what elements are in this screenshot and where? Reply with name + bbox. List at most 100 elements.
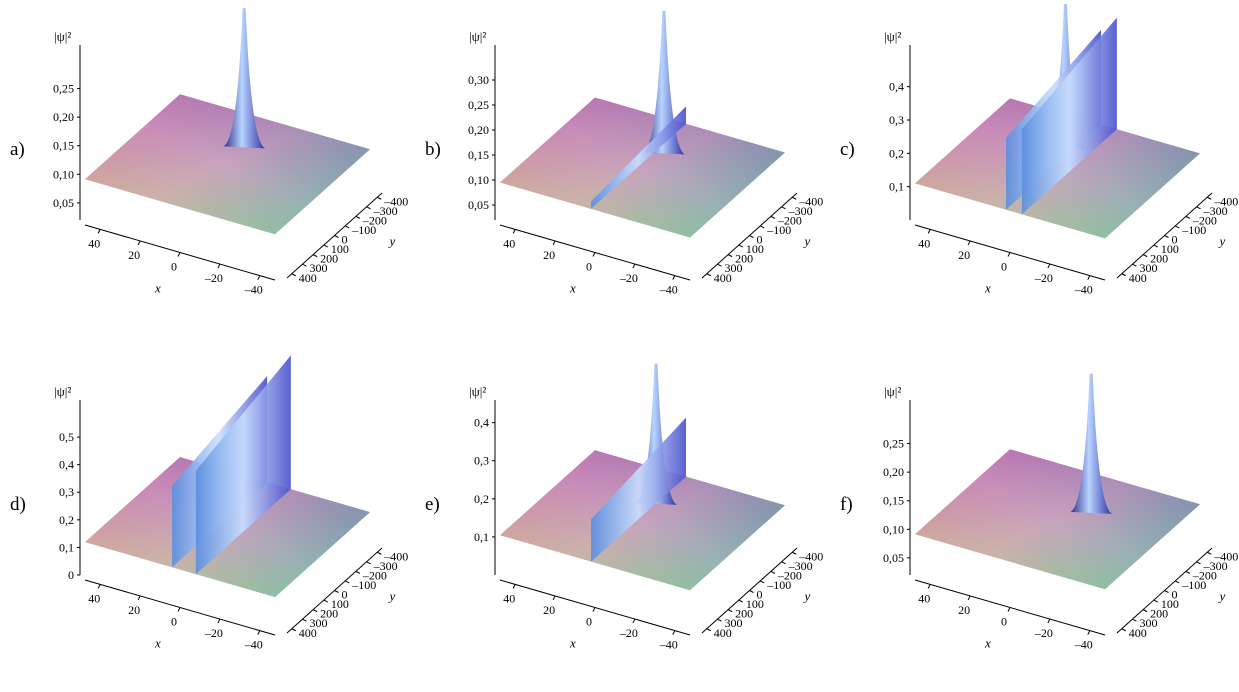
x-tick-label: 40 — [88, 236, 100, 250]
y-tick-label: –100 — [766, 578, 791, 592]
x-axis-title: x — [154, 636, 161, 651]
surface-shading — [500, 450, 785, 591]
y-tick-label: –100 — [1181, 578, 1206, 592]
y-tick-mark — [1153, 244, 1159, 248]
y-tick-label: 0 — [342, 233, 348, 247]
y-tick-mark — [1174, 225, 1180, 229]
y-tick-label: 100 — [746, 597, 764, 611]
x-tick-mark — [512, 229, 516, 234]
x-tick-label: 0 — [1001, 615, 1007, 629]
y-tick-label: –400 — [1213, 194, 1238, 208]
x-tick-label: 20 — [543, 603, 555, 617]
x-tick-mark — [552, 595, 556, 601]
z-axis-title: |ψ|² — [469, 384, 486, 399]
x-tick-label: 40 — [918, 591, 930, 605]
z-tick-label: 0,25 — [883, 437, 904, 451]
y-tick-mark — [738, 244, 744, 248]
y-tick-mark — [717, 263, 722, 267]
y-tick-mark — [1207, 196, 1212, 200]
y-tick-label: 200 — [1150, 607, 1168, 621]
y-tick-mark — [291, 273, 296, 277]
y-tick-mark — [366, 206, 371, 210]
y-tick-mark — [1164, 590, 1169, 593]
x-tick-mark — [97, 229, 101, 234]
y-tick-mark — [1196, 206, 1201, 210]
y-tick-mark — [377, 551, 382, 555]
z-tick-label: 0,2 — [889, 146, 904, 160]
y-tick-mark — [312, 254, 318, 258]
z-tick-label: 0,2 — [59, 513, 74, 527]
x-axis-title: x — [984, 281, 991, 296]
y-tick-mark — [377, 196, 382, 200]
x-axis-title: x — [569, 636, 576, 651]
y-tick-label: 100 — [1161, 597, 1179, 611]
y-tick-mark — [1153, 599, 1159, 603]
panel-f: 0,050,100,150,200,25|ψ|²40200–20–40x–400… — [840, 373, 1238, 652]
y-axis-title: y — [803, 234, 811, 249]
y-tick-mark — [1132, 618, 1137, 622]
y-tick-mark — [1185, 215, 1191, 219]
y-tick-mark — [355, 215, 361, 219]
z-tick-label: 0,1 — [59, 540, 74, 554]
y-tick-mark — [781, 561, 786, 565]
y-tick-label: 400 — [714, 271, 732, 285]
y-tick-label: –300 — [373, 204, 398, 218]
y-tick-mark — [759, 580, 765, 584]
y-tick-mark — [792, 196, 797, 200]
x-tick-label: –40 — [1074, 638, 1093, 652]
y-tick-label: 200 — [1150, 252, 1168, 266]
z-tick-label: 0,10 — [883, 522, 904, 536]
y-tick-mark — [1121, 273, 1126, 277]
x-tick-mark — [632, 263, 636, 269]
x-tick-mark — [967, 240, 971, 246]
x-tick-mark — [1007, 607, 1011, 612]
z-tick-label: 0,25 — [53, 82, 74, 96]
panel-label: e) — [425, 494, 440, 515]
y-tick-mark — [749, 590, 754, 593]
y-tick-label: –300 — [373, 559, 398, 573]
y-tick-mark — [302, 618, 307, 622]
y-tick-mark — [1196, 561, 1201, 565]
x-tick-mark — [1047, 618, 1051, 624]
y-tick-mark — [706, 273, 711, 277]
y-tick-mark — [1142, 609, 1148, 613]
y-tick-label: 400 — [714, 626, 732, 640]
panel-label: f) — [840, 494, 853, 515]
y-tick-mark — [1185, 570, 1191, 574]
panel-label: a) — [10, 139, 25, 160]
panel-label: b) — [425, 139, 441, 160]
x-tick-label: 20 — [958, 603, 970, 617]
x-tick-label: 20 — [128, 603, 140, 617]
x-tick-mark — [177, 252, 181, 257]
y-tick-mark — [792, 551, 797, 555]
z-tick-label: 0,10 — [468, 173, 489, 187]
y-tick-label: 0 — [757, 588, 763, 602]
x-tick-label: –20 — [204, 271, 223, 285]
z-tick-label: 0 — [68, 568, 74, 582]
x-tick-label: –40 — [659, 638, 678, 652]
x-tick-mark — [592, 607, 596, 612]
x-tick-mark — [1007, 252, 1011, 257]
x-tick-mark — [1087, 630, 1091, 635]
y-tick-mark — [770, 215, 776, 219]
line-soliton-wall — [591, 417, 687, 562]
y-tick-label: –200 — [777, 213, 802, 227]
line-soliton-wall — [195, 355, 291, 575]
lump-peak — [634, 363, 677, 505]
x-tick-label: 0 — [171, 260, 177, 274]
x-tick-mark — [632, 618, 636, 624]
z-tick-label: 0,15 — [468, 148, 489, 162]
x-tick-label: 0 — [586, 260, 592, 274]
y-tick-label: –100 — [351, 223, 376, 237]
x-tick-label: –20 — [619, 271, 638, 285]
z-tick-label: 0,3 — [889, 113, 904, 127]
x-tick-label: 0 — [1001, 260, 1007, 274]
z-tick-label: 0,20 — [883, 465, 904, 479]
y-tick-mark — [355, 570, 361, 574]
panel-a: 0,050,100,150,200,25|ψ|²40200–20–40x–400… — [10, 8, 408, 297]
z-tick-label: 0,2 — [474, 492, 489, 506]
y-tick-mark — [749, 235, 754, 238]
x-tick-label: 40 — [88, 591, 100, 605]
y-tick-label: 0 — [757, 233, 763, 247]
y-tick-mark — [1164, 235, 1169, 238]
